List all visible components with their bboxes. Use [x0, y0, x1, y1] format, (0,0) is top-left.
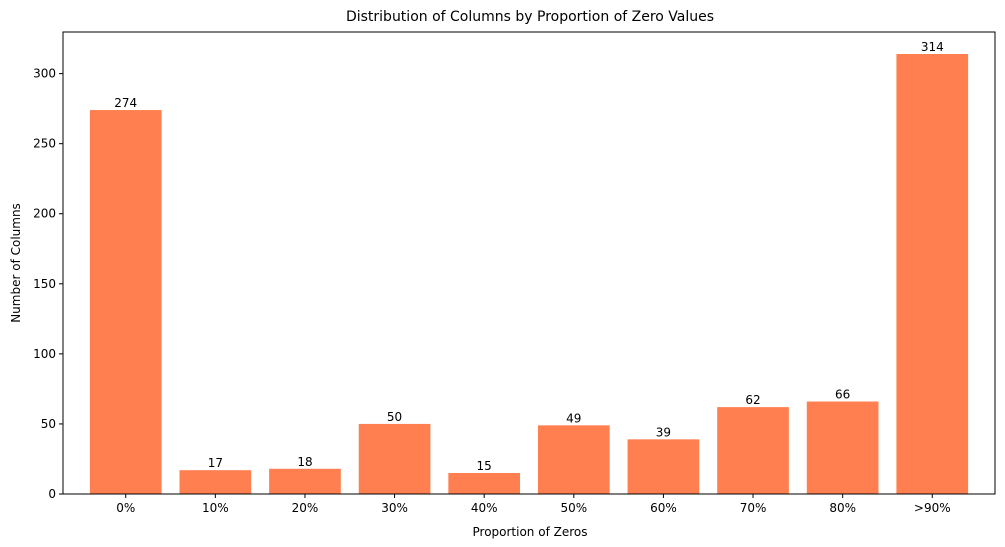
data-label: 15: [477, 459, 492, 473]
bar: [269, 468, 341, 494]
bar: [806, 401, 879, 494]
bar: [358, 423, 431, 494]
data-label: 39: [656, 425, 671, 439]
y-tick-label: 250: [33, 137, 56, 151]
x-tick-label: 60%: [650, 501, 677, 515]
y-tick-label: 150: [33, 277, 56, 291]
x-axis-label: Proportion of Zeros: [473, 525, 588, 539]
y-tick-label: 200: [33, 207, 56, 221]
chart-title: Distribution of Columns by Proportion of…: [346, 9, 714, 25]
bar: [627, 439, 700, 494]
x-tick-label: 40%: [471, 501, 498, 515]
plot-area-frame: [62, 31, 996, 495]
bar: [537, 425, 610, 494]
x-tick-label: 50%: [560, 501, 587, 515]
x-tick-label: >90%: [914, 501, 951, 515]
data-label: 50: [387, 410, 402, 424]
data-label: 314: [921, 40, 944, 54]
data-label: 17: [208, 456, 223, 470]
x-tick-label: 10%: [202, 501, 229, 515]
x-tick-label: 80%: [829, 501, 856, 515]
bar: [717, 407, 789, 494]
y-axis-label: Number of Columns: [9, 203, 23, 323]
data-labels-group: 274 17 18 50 15 49 39 62 66 314: [114, 40, 943, 473]
bar: [896, 54, 969, 494]
data-label: 49: [566, 411, 581, 425]
x-axis-ticks: 0% 10% 20% 30% 40% 50% 60% 70% 80% >90%: [116, 494, 951, 515]
x-tick-label: 20%: [292, 501, 319, 515]
bar: [448, 472, 521, 494]
data-label: 18: [297, 455, 312, 469]
bar: [179, 470, 252, 494]
bars-group: [89, 54, 969, 494]
x-tick-label: 70%: [740, 501, 767, 515]
bar: [89, 110, 162, 494]
x-tick-label: 0%: [116, 501, 135, 515]
data-label: 66: [835, 388, 850, 402]
data-label: 62: [745, 393, 760, 407]
x-tick-label: 30%: [381, 501, 408, 515]
data-label: 274: [114, 96, 137, 110]
y-tick-label: 50: [41, 417, 56, 431]
y-tick-label: 0: [48, 487, 56, 501]
y-tick-label: 100: [33, 347, 56, 361]
y-axis-ticks: 0 50 100 150 200 250 300: [33, 67, 63, 501]
y-tick-label: 300: [33, 67, 56, 81]
